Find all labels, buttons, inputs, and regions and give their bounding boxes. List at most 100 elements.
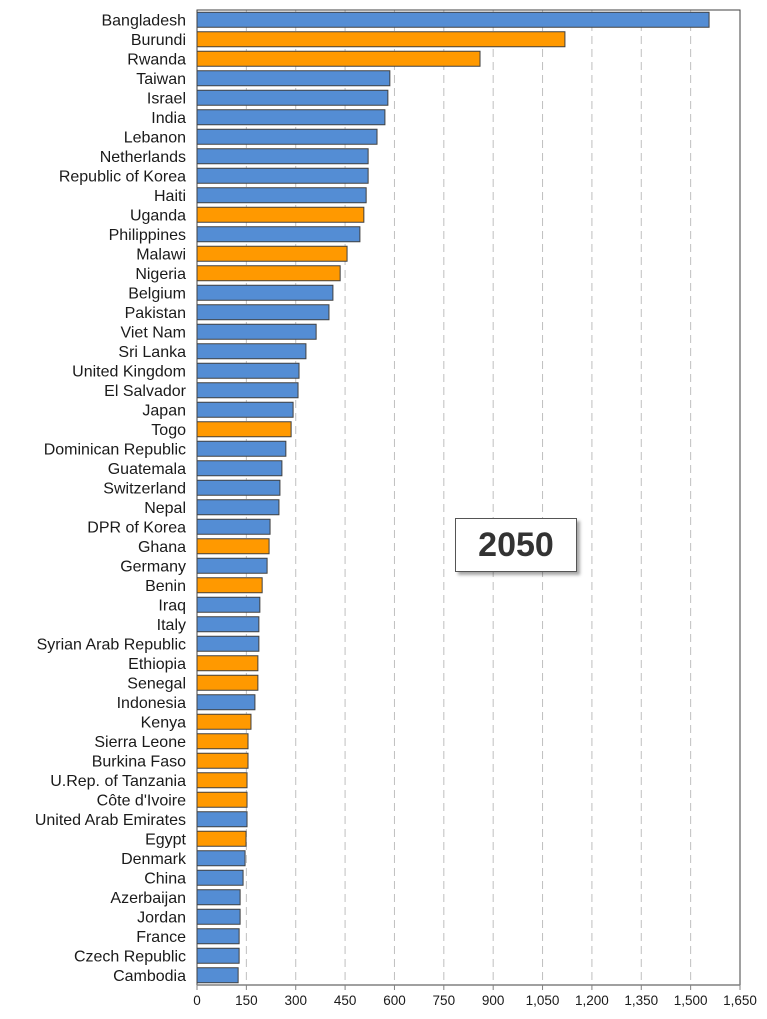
category-label: Togo: [151, 422, 186, 439]
bar-nigeria: [196, 265, 341, 282]
bar-egypt: [196, 830, 247, 847]
bar-republic-of-korea: [196, 167, 369, 184]
x-tick-label: 1,350: [624, 993, 658, 1008]
category-label: Burundi: [131, 32, 186, 49]
category-label: United Kingdom: [72, 363, 186, 380]
bar-united-kingdom: [196, 362, 300, 379]
category-label: United Arab Emirates: [35, 812, 186, 829]
category-label: Nigeria: [135, 266, 186, 283]
x-tick-label: 1,650: [723, 993, 757, 1008]
category-label: Lebanon: [124, 129, 186, 146]
bar-senegal: [196, 674, 259, 691]
x-tick-label: 1,050: [526, 993, 560, 1008]
category-label: Nepal: [144, 500, 186, 517]
bar-indonesia: [196, 694, 256, 711]
bar-belgium: [196, 284, 334, 301]
category-label: Japan: [142, 402, 186, 419]
bar-czech-republic: [196, 947, 240, 964]
category-label: Egypt: [145, 831, 186, 848]
category-label: Taiwan: [136, 71, 186, 88]
category-label: India: [151, 110, 186, 127]
x-tick-label: 450: [334, 993, 357, 1008]
category-label: Pakistan: [125, 305, 186, 322]
bar-jordan: [196, 908, 241, 925]
x-tick-label: 1,500: [674, 993, 708, 1008]
bar-kenya: [196, 713, 252, 730]
category-label: Kenya: [141, 714, 186, 731]
bar-philippines: [196, 226, 361, 243]
x-tick-label: 600: [383, 993, 406, 1008]
category-label: Cambodia: [113, 968, 186, 985]
category-label: Malawi: [136, 246, 186, 263]
bar-viet-nam: [196, 323, 317, 340]
category-label: Sri Lanka: [118, 344, 186, 361]
category-label: Republic of Korea: [59, 168, 186, 185]
category-label: El Salvador: [104, 383, 186, 400]
category-label: Ethiopia: [128, 656, 186, 673]
category-label: DPR of Korea: [87, 519, 186, 536]
x-tick-label: 0: [193, 993, 201, 1008]
bar-syrian-arab-republic: [196, 635, 260, 652]
bar-india: [196, 109, 386, 126]
bar-cambodia: [196, 967, 239, 984]
bar-ghana: [196, 538, 270, 555]
bar-nepal: [196, 499, 280, 516]
bar-burundi: [196, 31, 566, 48]
category-label: Rwanda: [127, 51, 186, 68]
bar-dominican-republic: [196, 440, 287, 457]
x-tick-label: 300: [284, 993, 307, 1008]
bar-haiti: [196, 187, 367, 204]
category-label: Dominican Republic: [44, 441, 186, 458]
bar-azerbaijan: [196, 889, 241, 906]
bar-el-salvador: [196, 382, 299, 399]
category-label: Ghana: [138, 539, 186, 556]
category-label: Sierra Leone: [94, 734, 186, 751]
bar-sierra-leone: [196, 733, 249, 750]
category-label: Italy: [157, 617, 186, 634]
bar-germany: [196, 557, 268, 574]
category-label: Belgium: [128, 285, 186, 302]
bar-lebanon: [196, 128, 378, 145]
category-label: Indonesia: [117, 695, 186, 712]
x-tick-label: 150: [235, 993, 258, 1008]
category-label: Denmark: [121, 851, 187, 868]
category-label: Guatemala: [108, 461, 186, 478]
bar-guatemala: [196, 460, 283, 477]
bar-pakistan: [196, 304, 330, 321]
x-tick-label: 750: [433, 993, 456, 1008]
bar-iraq: [196, 596, 261, 613]
category-label: France: [136, 929, 186, 946]
category-label: Iraq: [158, 597, 186, 614]
category-label: Azerbaijan: [110, 890, 186, 907]
bar-dpr-of-korea: [196, 518, 271, 535]
category-label: Switzerland: [103, 480, 186, 497]
bar-c-te-d-ivoire: [196, 791, 248, 808]
bar-bangladesh: [196, 11, 710, 28]
bar-togo: [196, 421, 292, 438]
bar-burkina-faso: [196, 752, 249, 769]
category-label: Viet Nam: [120, 324, 186, 341]
category-label: Czech Republic: [74, 948, 186, 965]
category-label: Côte d'Ivoire: [97, 792, 186, 809]
bar-benin: [196, 577, 263, 594]
category-label: Burkina Faso: [92, 753, 186, 770]
category-label: Netherlands: [100, 149, 186, 166]
category-label: Senegal: [127, 675, 186, 692]
category-label: Philippines: [109, 227, 186, 244]
category-label: Germany: [120, 558, 186, 575]
bar-rwanda: [196, 50, 481, 67]
category-label: Israel: [147, 90, 186, 107]
category-label: Bangladesh: [101, 12, 186, 29]
bar-denmark: [196, 850, 246, 867]
bar-uganda: [196, 206, 365, 223]
category-label: Uganda: [130, 207, 186, 224]
category-label: Haiti: [154, 188, 186, 205]
category-label: Syrian Arab Republic: [37, 636, 186, 653]
bar-china: [196, 869, 244, 886]
bar-italy: [196, 616, 260, 633]
category-label: Benin: [145, 578, 186, 595]
x-tick-label: 900: [482, 993, 505, 1008]
bar-israel: [196, 89, 389, 106]
bar-malawi: [196, 245, 348, 262]
